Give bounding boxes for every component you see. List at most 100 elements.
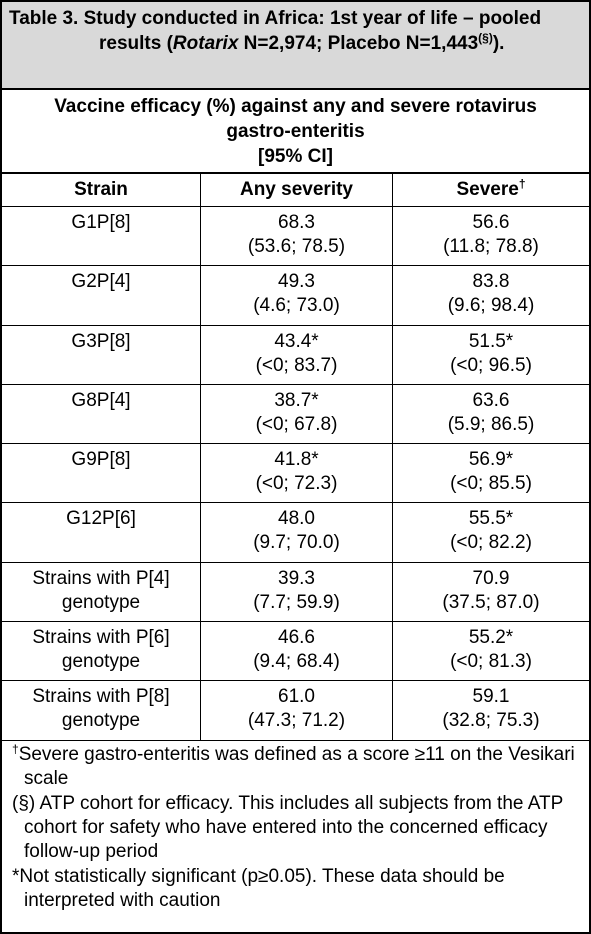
column-mark: † bbox=[518, 177, 526, 191]
efficacy-value: 39.3 bbox=[278, 567, 315, 589]
efficacy-value: 83.8 bbox=[472, 271, 510, 293]
title-end: ). bbox=[492, 33, 505, 54]
footnote-mark: * bbox=[12, 865, 20, 887]
efficacy-value: 49.3 bbox=[278, 271, 315, 293]
confidence-interval: (<0; 82.2) bbox=[450, 532, 532, 554]
strain-cell: G3P[8] bbox=[71, 330, 131, 352]
value-cell: 56.6 (11.8; 78.8) bbox=[392, 207, 589, 266]
efficacy-value: 55.2* bbox=[468, 627, 514, 649]
strain-cell: Strains with P[6] genotype bbox=[32, 627, 170, 673]
value-cell: 41.8* (<0; 72.3) bbox=[200, 444, 392, 503]
strain-cell: G12P[6] bbox=[66, 508, 136, 530]
table-row: G12P[6] 48.0 (9.7; 70.0) 55.5* (<0; 82.2) bbox=[2, 503, 589, 563]
table-body: G1P[8] 68.3 (53.6; 78.5) 56.6 (11.8; 78.8) G2… bbox=[2, 207, 589, 741]
confidence-interval: (47.3; 71.2) bbox=[247, 710, 346, 732]
footnote-text: Severe gastro-enteritis was defined as a… bbox=[18, 743, 575, 789]
column-header: Any severity bbox=[200, 174, 392, 206]
confidence-interval: (7.7; 59.9) bbox=[253, 591, 340, 613]
strain-cell: G1P[8] bbox=[71, 212, 131, 233]
efficacy-value: 56.9* bbox=[468, 449, 514, 471]
value-cell: 63.6 (5.9; 86.5) bbox=[392, 384, 589, 444]
table-row: G1P[8] 68.3 (53.6; 78.5) 56.6 (11.8; 78.8) bbox=[2, 207, 589, 267]
efficacy-value: 51.5* bbox=[468, 330, 514, 352]
confidence-interval: (9.4; 68.4) bbox=[253, 651, 340, 673]
title-text: Study conducted in Africa: 1st year of l… bbox=[83, 8, 542, 54]
value-cell: 46.6 (9.4; 68.4) bbox=[200, 622, 392, 681]
column-header-text: Severe bbox=[456, 179, 519, 200]
strain-cell: G2P[4] bbox=[71, 271, 131, 293]
value-cell: 56.9* (<0; 85.5) bbox=[392, 444, 589, 503]
footnote-text: Not statistically significant (p≥0.05). … bbox=[19, 865, 505, 911]
footnote-mark: (§) bbox=[12, 792, 36, 814]
caption-line: Vaccine efficacy (%) against any and sev… bbox=[54, 96, 537, 142]
efficacy-value: 55.5* bbox=[468, 508, 514, 530]
header-row: Strain Any severity Severe† bbox=[2, 174, 589, 207]
value-cell: 70.9 (37.5; 87.0) bbox=[392, 562, 589, 622]
efficacy-value: 41.8* bbox=[274, 449, 319, 471]
table-row: Strains with P[4] genotype 39.3 (7.7; 59.9… bbox=[2, 562, 589, 623]
confidence-interval: (<0; 67.8) bbox=[255, 413, 338, 435]
footnote: *Not statistically significant (p≥0.05).… bbox=[10, 865, 581, 913]
title: Table 3. Study conducted in Africa: 1st … bbox=[2, 2, 589, 90]
confidence-interval: (37.5; 87.0) bbox=[442, 591, 540, 613]
column-header: Strain bbox=[74, 179, 128, 200]
title-italic: Rotarix bbox=[172, 33, 239, 54]
efficacy-value: 70.9 bbox=[472, 567, 510, 589]
confidence-interval: (<0; 85.5) bbox=[450, 473, 532, 495]
confidence-interval: (11.8; 78.8) bbox=[443, 236, 539, 257]
efficacy-value: 38.7* bbox=[274, 389, 319, 411]
table-row: Strains with P[6] genotype 46.6 (9.4; 68.4… bbox=[2, 622, 589, 682]
footnote-text: ATP cohort for efficacy. This includes a… bbox=[24, 792, 563, 862]
confidence-interval: (<0; 83.7) bbox=[255, 354, 338, 376]
footnotes: †Severe gastro-enteritis was defined as … bbox=[2, 741, 589, 913]
confidence-interval: (9.7; 70.0) bbox=[253, 532, 340, 554]
efficacy-value: 48.0 bbox=[278, 508, 315, 530]
value-cell: 43.4* (<0; 83.7) bbox=[200, 325, 392, 384]
strain-cell: G8P[4] bbox=[71, 389, 131, 411]
value-cell: 49.3 (4.6; 73.0) bbox=[200, 266, 392, 325]
efficacy-value: 63.6 bbox=[472, 389, 510, 411]
value-cell: 83.8 (9.6; 98.4) bbox=[392, 266, 589, 325]
title-rest: N=2,974; Placebo N=1,443 bbox=[238, 33, 479, 54]
confidence-interval: (<0; 81.3) bbox=[450, 651, 532, 673]
efficacy-value: 46.6 bbox=[278, 627, 315, 649]
table-row: G2P[4] 49.3 (4.6; 73.0) 83.8 (9.6; 98.4) bbox=[2, 266, 589, 326]
value-cell: 59.1 (32.8; 75.3) bbox=[392, 681, 589, 740]
confidence-interval: (5.9; 86.5) bbox=[447, 413, 535, 435]
caption: Vaccine efficacy (%) against any and sev… bbox=[2, 90, 589, 174]
table-row: G8P[4] 38.7* (<0; 67.8) 63.6 (5.9; 86.5) bbox=[2, 384, 589, 445]
caption-line: [95% CI] bbox=[258, 146, 333, 167]
value-cell: 61.0 (47.3; 71.2) bbox=[200, 681, 392, 740]
confidence-interval: (4.6; 73.0) bbox=[253, 295, 340, 317]
efficacy-value: 43.4* bbox=[274, 330, 319, 352]
value-cell: 68.3 (53.6; 78.5) bbox=[200, 207, 392, 266]
efficacy-value: 68.3 bbox=[278, 212, 315, 233]
footnote-mark: † bbox=[12, 741, 19, 756]
value-cell: 55.2* (<0; 81.3) bbox=[392, 622, 589, 681]
table-row: G3P[8] 43.4* (<0; 83.7) 51.5* (<0; 96.5) bbox=[2, 325, 589, 385]
title-sup: (§) bbox=[478, 31, 493, 45]
efficacy-value: 59.1 bbox=[472, 686, 510, 708]
value-cell: 48.0 (9.7; 70.0) bbox=[200, 503, 392, 562]
efficacy-value: 56.6 bbox=[472, 212, 510, 233]
footnote: †Severe gastro-enteritis was defined as … bbox=[10, 743, 581, 791]
value-cell: 39.3 (7.7; 59.9) bbox=[200, 562, 392, 622]
table-row: G9P[8] 41.8* (<0; 72.3) 56.9* (<0; 85.5) bbox=[2, 444, 589, 504]
title-label: Table 3. bbox=[9, 8, 79, 29]
value-cell: 55.5* (<0; 82.2) bbox=[392, 503, 589, 562]
strain-cell: Strains with P[4] genotype bbox=[32, 567, 170, 613]
strain-cell: G9P[8] bbox=[71, 449, 131, 471]
footnote: (§) ATP cohort for efficacy. This includ… bbox=[10, 792, 581, 864]
value-cell: 51.5* (<0; 96.5) bbox=[392, 325, 589, 384]
column-header: Severe† bbox=[392, 174, 589, 206]
strain-cell: Strains with P[8] genotype bbox=[32, 686, 170, 732]
confidence-interval: (32.8; 75.3) bbox=[442, 710, 540, 732]
confidence-interval: (<0; 72.3) bbox=[255, 473, 338, 495]
value-cell: 38.7* (<0; 67.8) bbox=[200, 384, 392, 444]
table-row: Strains with P[8] genotype 61.0 (47.3; 71.… bbox=[2, 681, 589, 741]
confidence-interval: (<0; 96.5) bbox=[450, 354, 532, 376]
confidence-interval: (53.6; 78.5) bbox=[247, 236, 346, 257]
confidence-interval: (9.6; 98.4) bbox=[447, 295, 535, 317]
efficacy-value: 61.0 bbox=[278, 686, 315, 708]
